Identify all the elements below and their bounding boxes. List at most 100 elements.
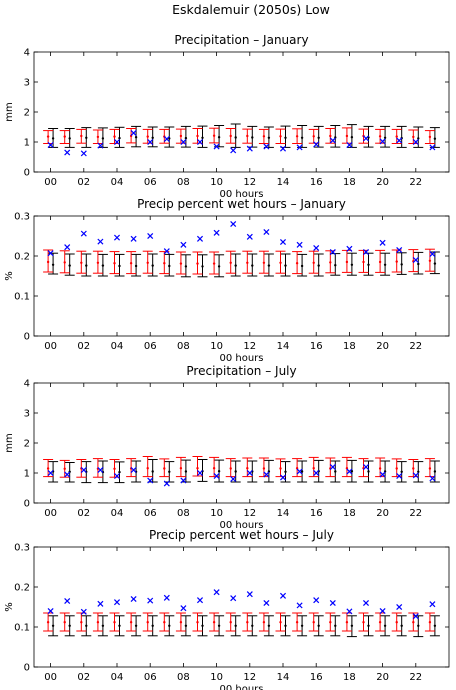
x-tick-label: 06 <box>144 341 157 352</box>
x-tick-label: 20 <box>376 341 389 352</box>
errorbar-center-red <box>229 467 232 470</box>
observed-marker <box>429 250 436 258</box>
marker-stroke <box>64 149 71 156</box>
errorbar-center-red <box>378 260 382 264</box>
marker-stroke <box>279 238 287 246</box>
errorbar-center-black <box>85 264 88 267</box>
marker-stroke <box>113 599 121 606</box>
errorbar-center-black <box>101 264 105 267</box>
observed-marker <box>113 472 121 480</box>
observed-marker <box>47 469 54 477</box>
errorbar-center-black <box>367 470 370 473</box>
marker-stroke <box>163 248 170 255</box>
errorbar-center-red <box>63 467 66 470</box>
marker-stroke <box>263 143 270 150</box>
errorbar-center-red <box>262 467 266 470</box>
observed-marker <box>213 472 220 480</box>
marker-stroke <box>64 597 71 605</box>
errorbar-center-black <box>68 624 71 627</box>
marker-stroke <box>180 241 187 248</box>
observed-marker <box>346 608 353 615</box>
x-tick-label: 02 <box>77 177 90 188</box>
x-tick-label: 22 <box>409 508 422 519</box>
observed-marker <box>396 137 403 144</box>
marker-stroke <box>296 241 303 248</box>
marker-stroke <box>230 475 237 483</box>
marker-stroke <box>412 138 419 146</box>
errorbar-center-black <box>101 137 105 140</box>
marker-stroke <box>97 466 104 474</box>
observed-marker <box>130 466 137 474</box>
marker-stroke <box>396 137 403 144</box>
observed-marker <box>329 463 336 471</box>
errorbar-center-red <box>312 621 315 624</box>
panel-title: Precipitation – July <box>186 364 296 378</box>
marker-stroke <box>429 601 436 608</box>
marker-stroke <box>80 230 87 237</box>
errorbar-center-red <box>329 134 332 138</box>
errorbar-center-black <box>317 136 320 139</box>
marker-stroke <box>296 602 303 609</box>
marker-stroke <box>379 607 386 615</box>
x-tick-label: 22 <box>409 672 422 683</box>
marker-stroke <box>296 468 303 475</box>
panel-title: Precip percent wet hours – January <box>137 197 346 211</box>
x-tick-label: 08 <box>177 341 190 352</box>
errorbar-center-black <box>400 624 403 627</box>
errorbar-center-red <box>329 621 332 624</box>
errorbar-center-black <box>134 264 138 268</box>
observed-marker <box>429 601 436 608</box>
x-axis-label: 00 hours <box>219 353 263 364</box>
errorbar-center-red <box>262 261 266 264</box>
observed-marker <box>329 248 336 256</box>
observed-marker <box>263 143 270 150</box>
errorbar-center-black <box>234 264 237 267</box>
marker-stroke <box>230 220 237 228</box>
x-tick-label: 18 <box>343 341 356 352</box>
errorbar-center-black <box>85 624 88 627</box>
x-tick-label: 06 <box>144 672 157 683</box>
errorbar-center-black <box>168 264 171 268</box>
marker-stroke <box>412 472 419 479</box>
observed-marker <box>196 235 204 242</box>
axes-frame <box>33 215 450 337</box>
x-tick-label: 10 <box>210 341 223 352</box>
y-tick-label: 0.2 <box>14 252 30 263</box>
observed-marker <box>80 230 87 237</box>
observed-marker <box>130 235 137 242</box>
marker-stroke <box>246 145 253 152</box>
y-tick-label: 4 <box>24 48 30 59</box>
observed-marker <box>263 471 270 478</box>
figure-title: Eskdalemuir (2050s) Low <box>172 2 330 17</box>
errorbar-center-red <box>345 260 349 264</box>
errorbar-center-red <box>146 135 149 138</box>
marker-stroke <box>412 256 419 264</box>
observed-marker <box>213 143 220 150</box>
observed-marker <box>230 475 237 483</box>
errorbar-center-red <box>362 260 365 264</box>
errorbar-center-red <box>246 261 249 264</box>
errorbar-center-black <box>300 624 304 627</box>
errorbar-center-red <box>229 621 232 624</box>
marker-stroke <box>80 608 87 615</box>
errorbar-center-red <box>212 134 216 137</box>
observed-marker <box>246 469 253 477</box>
x-tick-label: 04 <box>111 672 124 683</box>
marker-stroke <box>279 145 287 152</box>
errorbar-center-red <box>80 621 83 624</box>
observed-marker <box>379 607 386 615</box>
observed-marker <box>296 468 303 475</box>
errorbar-center-red <box>329 261 332 264</box>
observed-marker <box>196 138 204 146</box>
observed-marker <box>362 599 370 607</box>
errorbar-center-red <box>80 261 83 264</box>
errorbar-center-black <box>68 264 71 267</box>
errorbar-center-black <box>201 265 204 268</box>
y-axis-label: % <box>4 271 15 281</box>
marker-stroke <box>47 141 54 149</box>
errorbar-center-red <box>395 260 398 263</box>
errorbar-center-black <box>433 624 437 627</box>
errorbar-center-red <box>63 261 66 264</box>
marker-stroke <box>180 477 187 484</box>
marker-stroke <box>196 138 204 146</box>
